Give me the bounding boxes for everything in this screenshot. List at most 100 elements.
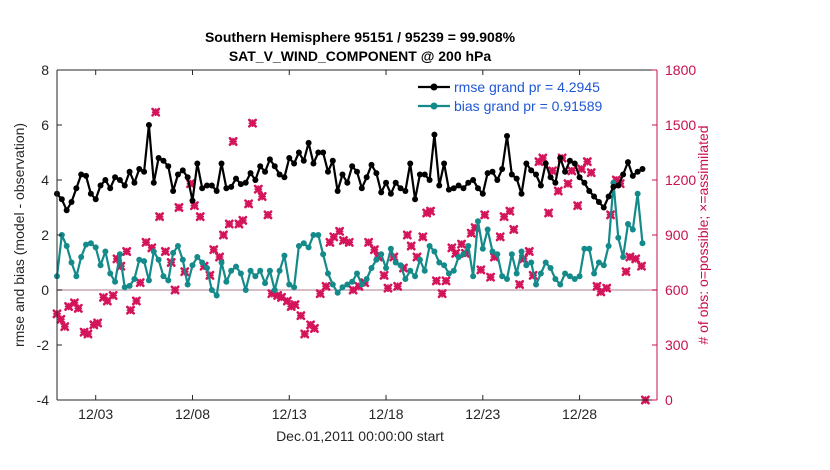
rmse-point-36 — [228, 183, 235, 190]
rmse-point-66 — [373, 170, 380, 177]
bias-point-107 — [571, 276, 578, 282]
rmse-point-34 — [218, 160, 225, 167]
rmse-point-24 — [170, 188, 177, 194]
obs-assimilated-marker-68 — [379, 270, 389, 280]
rmse-point-110 — [586, 188, 593, 194]
rmse-point-47 — [281, 174, 288, 181]
bias-point-112 — [595, 259, 602, 266]
rmse-point-5 — [78, 171, 85, 178]
rmse-point-56 — [324, 168, 331, 175]
obs-assimilated-marker-73 — [402, 230, 412, 240]
bias-point-65 — [368, 265, 375, 271]
bias-point-109 — [581, 245, 588, 252]
rmse-point-37 — [233, 175, 240, 182]
rmse-point-31 — [204, 182, 210, 189]
rmse-point-12 — [112, 174, 119, 181]
bias-point-13 — [116, 251, 123, 258]
rmse-point-65 — [368, 161, 375, 168]
bias-point-27 — [184, 281, 191, 288]
obs-assimilated-marker-103 — [547, 166, 557, 176]
rmse-point-97 — [523, 160, 530, 167]
rmse-point-92 — [499, 166, 506, 172]
rmse-point-18 — [141, 168, 148, 175]
rmse-point-72 — [402, 188, 409, 194]
y-tick-label-2: 0 — [41, 282, 49, 298]
bias-point-94 — [508, 251, 515, 258]
obs-assimilated-marker-44 — [263, 210, 273, 220]
obs-assimilated-marker-79 — [431, 276, 441, 286]
obs-assimilated-marker-55 — [315, 289, 325, 299]
obs-assimilated-marker-9 — [93, 318, 103, 328]
obs-assimilated-marker-50 — [290, 300, 300, 310]
bias-point-59 — [339, 284, 346, 291]
y-right-tick-label-4: 1200 — [665, 172, 696, 188]
bias-point-39 — [242, 287, 249, 293]
rmse-point-118 — [624, 159, 631, 166]
rmse-point-100 — [537, 182, 544, 189]
bias-point-24 — [170, 249, 177, 256]
bias-point-40 — [247, 267, 254, 274]
rmse-point-9 — [97, 182, 104, 189]
obs-assimilated-marker-69 — [383, 283, 393, 293]
bias-point-95 — [513, 270, 520, 277]
bias-point-82 — [450, 267, 457, 274]
y-right-tick-label-2: 600 — [665, 282, 689, 298]
bias-point-73 — [407, 267, 414, 274]
obs-assimilated-marker-56 — [321, 281, 331, 291]
plot-background — [57, 70, 657, 400]
obs-assimilated-marker-12 — [108, 291, 118, 300]
obs-assimilated-marker-102 — [544, 208, 554, 218]
bias-point-100 — [537, 270, 544, 277]
bias-point-87 — [474, 218, 481, 225]
bias-point-103 — [552, 276, 559, 282]
rmse-point-54 — [315, 149, 322, 156]
chart-title-line-2: SAT_V_WIND_COMPONENT @ 200 hPa — [229, 48, 492, 64]
rmse-point-33 — [213, 188, 220, 194]
bias-point-48 — [286, 281, 293, 288]
bias-point-34 — [218, 259, 225, 266]
bias-point-91 — [494, 251, 501, 258]
rmse-point-111 — [591, 193, 598, 200]
rmse-point-14 — [121, 182, 128, 189]
data-marks — [52, 107, 650, 405]
chart-title-line-1: Southern Hemisphere 95151 / 95239 = 99.9… — [205, 29, 516, 45]
bias-point-57 — [329, 281, 336, 288]
bias-point-67 — [378, 251, 385, 258]
y-tick-label-0: -4 — [37, 392, 50, 408]
obs-assimilated-marker-110 — [582, 157, 592, 167]
rmse-point-26 — [179, 167, 186, 174]
obs-assimilated-marker-65 — [364, 237, 374, 247]
bias-point-45 — [271, 287, 278, 293]
obs-assimilated-marker-107 — [567, 166, 577, 176]
bias-point-16 — [131, 276, 138, 282]
obs-assimilated-marker-33 — [209, 245, 219, 255]
bias-point-44 — [266, 267, 273, 274]
bias-point-104 — [557, 281, 564, 288]
y-tick-label-5: 6 — [41, 117, 49, 133]
bias-point-121 — [639, 240, 646, 247]
bias-point-76 — [421, 267, 428, 274]
rmse-point-114 — [605, 193, 612, 200]
obs-assimilated-marker-7 — [83, 329, 93, 339]
rmse-point-17 — [136, 166, 143, 172]
obs-assimilated-marker-30 — [195, 212, 205, 222]
rmse-point-41 — [252, 177, 259, 183]
rmse-point-23 — [165, 163, 172, 170]
rmse-point-21 — [155, 155, 162, 161]
bias-point-110 — [586, 245, 593, 252]
rmse-point-71 — [397, 185, 404, 192]
rmse-point-46 — [276, 171, 283, 178]
y-axis-label: rmse and bias (model - observation) — [11, 123, 27, 347]
rmse-point-63 — [358, 185, 365, 192]
rmse-point-99 — [533, 171, 540, 178]
obs-assimilated-marker-22 — [155, 212, 165, 222]
bias-point-113 — [600, 262, 607, 269]
rmse-point-1 — [58, 196, 65, 203]
bias-point-36 — [228, 267, 235, 274]
rmse-point-119 — [629, 172, 636, 179]
rmse-point-70 — [392, 179, 399, 186]
rmse-point-40 — [247, 170, 254, 177]
bias-point-81 — [445, 270, 452, 277]
bias-point-116 — [615, 234, 622, 241]
